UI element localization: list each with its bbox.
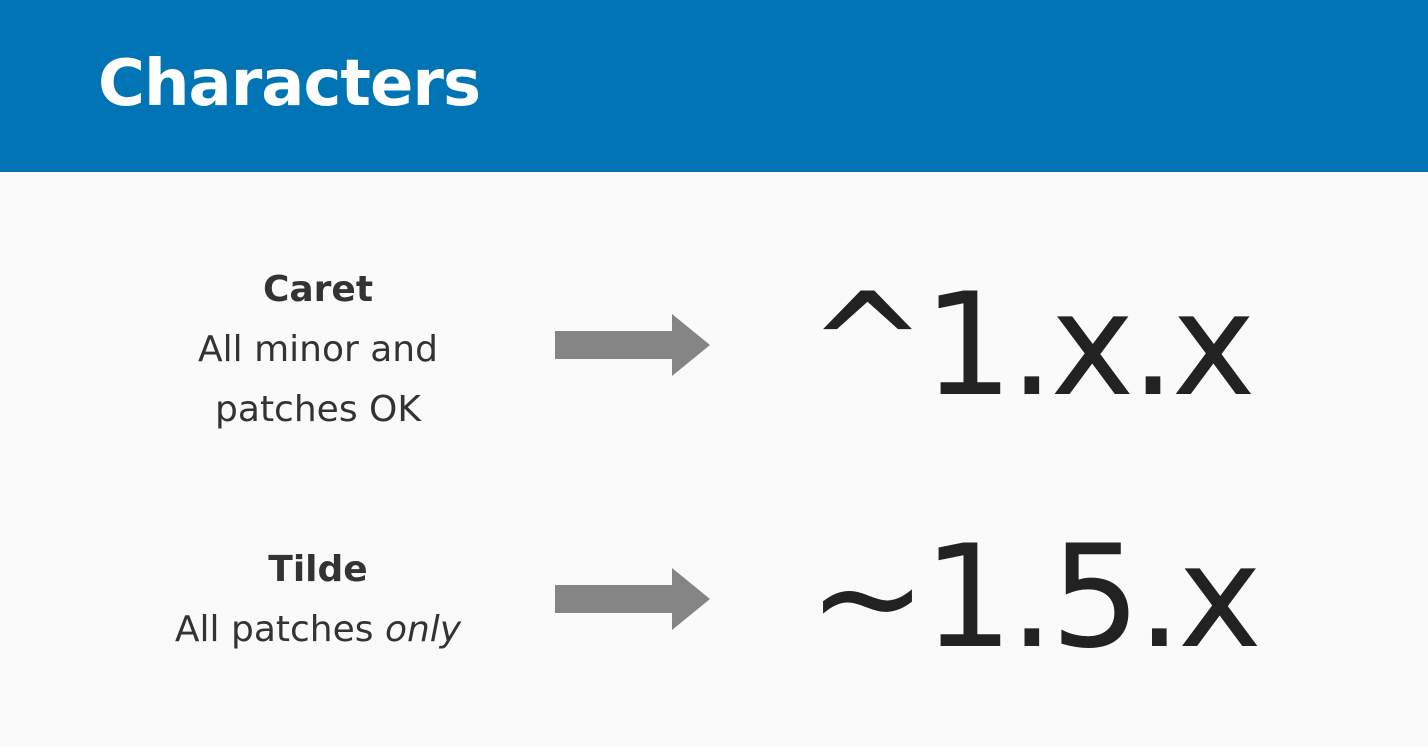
caret-description-line-2: patches OK	[215, 389, 421, 430]
slide-title: Characters	[98, 47, 481, 121]
tilde-description-emphasis: only	[384, 609, 462, 650]
caret-description-line-1: All minor and	[198, 329, 438, 370]
title-banner: Characters	[0, 0, 1428, 172]
tilde-description-line: All patches only	[118, 600, 518, 660]
right-arrow-icon	[555, 568, 710, 630]
tilde-label: Tilde	[268, 549, 368, 590]
right-arrow-icon	[555, 314, 710, 376]
tilde-description-text: All patches	[174, 609, 385, 650]
caret-description: Caret All minor and patches OK	[118, 260, 518, 440]
tilde-version-example: ~1.5.x	[808, 515, 1262, 680]
caret-version-example: ^1.x.x	[808, 263, 1256, 428]
caret-label: Caret	[262, 269, 374, 310]
tilde-description: Tilde All patches only	[118, 540, 518, 660]
